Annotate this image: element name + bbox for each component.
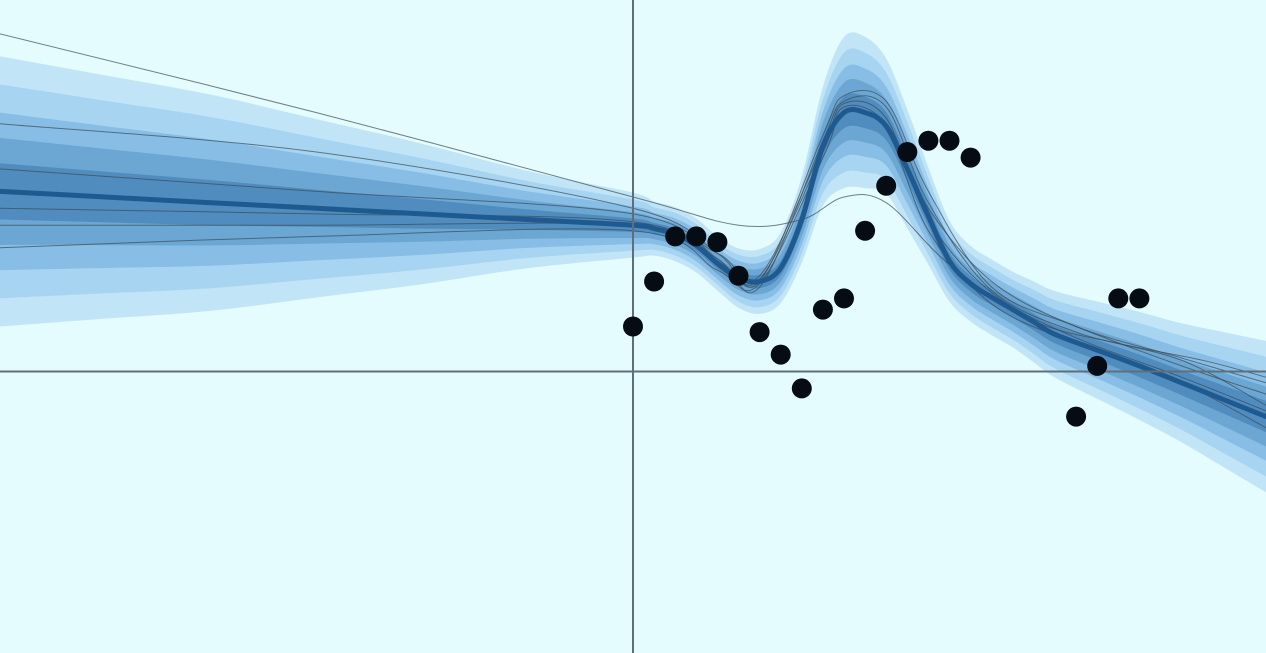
data-point — [812, 299, 833, 320]
data-point — [728, 265, 749, 286]
data-point — [623, 316, 643, 337]
data-point — [686, 226, 707, 247]
data-point — [918, 130, 939, 151]
band-3 — [0, 64, 1266, 461]
data-point — [1087, 355, 1108, 376]
data-point — [665, 226, 686, 247]
data-point — [749, 322, 770, 343]
data-point — [644, 271, 665, 292]
band-2 — [0, 48, 1266, 477]
data-point — [1129, 288, 1150, 309]
data-point — [855, 220, 876, 241]
data-point — [707, 232, 728, 253]
data-point — [960, 147, 981, 168]
observations — [623, 130, 1150, 427]
data-point — [897, 142, 918, 162]
data-point — [1066, 406, 1087, 427]
data-point — [834, 288, 854, 309]
mean-line — [0, 107, 1266, 420]
credible-bands — [0, 32, 1266, 493]
data-point — [770, 344, 791, 365]
posterior-mean — [0, 107, 1266, 420]
data-point — [791, 378, 812, 399]
data-point — [1108, 288, 1129, 309]
data-point — [876, 175, 897, 196]
data-point — [939, 130, 960, 151]
